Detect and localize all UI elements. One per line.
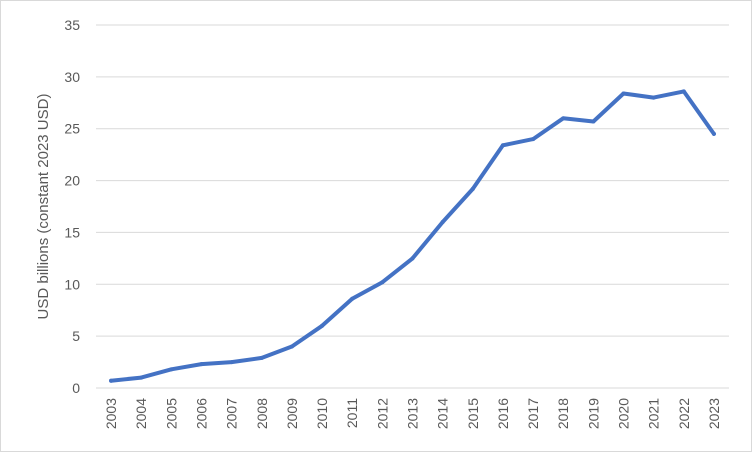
data-point (229, 360, 234, 365)
data-point (651, 95, 656, 100)
data-point (139, 375, 144, 380)
x-tick-label: 2016 (495, 398, 511, 429)
data-point (380, 280, 385, 285)
data-point (440, 220, 445, 225)
data-point (169, 367, 174, 372)
x-tick-label: 2005 (163, 398, 179, 429)
y-axis-title: USD billions (constant 2023 USD) (35, 94, 52, 320)
x-tick-label: 2022 (676, 398, 692, 429)
data-point (470, 186, 475, 191)
y-tick-label: 10 (64, 276, 80, 292)
x-tick-label: 2021 (646, 398, 662, 429)
x-tick-label: 2023 (706, 398, 722, 429)
y-tick-label: 30 (64, 69, 80, 85)
data-point (350, 296, 355, 301)
x-tick-label: 2006 (194, 398, 210, 429)
x-tick-label: 2007 (224, 398, 240, 429)
x-tick-label: 2012 (374, 398, 390, 429)
x-tick-label: 2019 (585, 398, 601, 429)
x-tick-label: 2004 (133, 398, 149, 429)
x-tick-label: 2008 (254, 398, 270, 429)
x-tick-label: 2003 (103, 398, 119, 429)
y-tick-label: 25 (64, 121, 80, 137)
y-tick-label: 35 (64, 17, 80, 33)
series-line-0 (109, 89, 716, 383)
x-tick-label: 2018 (555, 398, 571, 429)
x-tick-label: 2009 (284, 398, 300, 429)
data-point (109, 378, 114, 383)
data-point (561, 116, 566, 121)
x-axis-ticks: 2003 2004 2005 2006 2007 2008 2009 2010 2011 2012… (103, 398, 722, 429)
x-tick-label: 2014 (435, 398, 451, 429)
x-tick-label: 2013 (405, 398, 421, 429)
y-tick-label: 5 (72, 328, 80, 344)
data-point (410, 256, 415, 261)
data-point (591, 119, 596, 124)
data-point (531, 137, 536, 142)
x-tick-label: 2017 (525, 398, 541, 429)
data-point (681, 89, 686, 94)
x-tick-label: 2020 (616, 398, 632, 429)
gridlines (96, 24, 729, 389)
series-layer (109, 89, 716, 383)
x-tick-label: 2015 (465, 398, 481, 429)
y-tick-label: 0 (72, 380, 80, 396)
y-axis-ticks: 0 5 10 15 20 25 30 35 (64, 17, 80, 396)
data-point (500, 143, 505, 148)
y-tick-label: 15 (64, 224, 80, 240)
x-tick-label: 2010 (314, 398, 330, 429)
data-point (199, 362, 204, 367)
data-point (259, 355, 264, 360)
data-point (289, 344, 294, 349)
y-tick-label: 20 (64, 173, 80, 189)
data-point (320, 323, 325, 328)
data-point (711, 131, 716, 136)
x-tick-label: 2011 (344, 398, 360, 428)
data-point (621, 91, 626, 96)
